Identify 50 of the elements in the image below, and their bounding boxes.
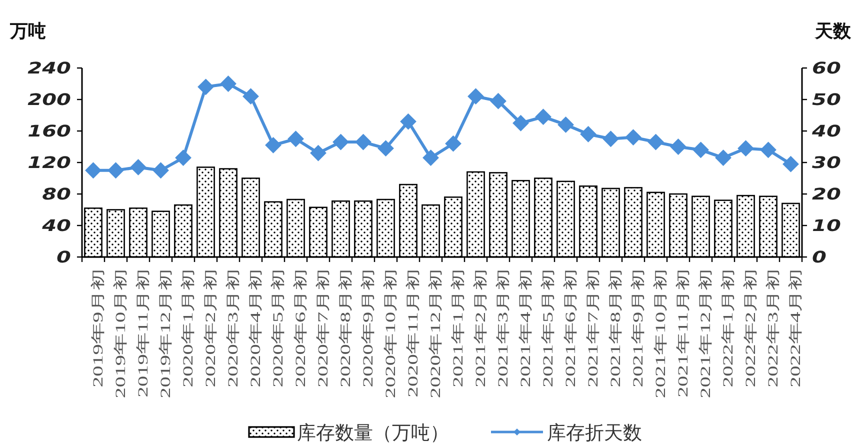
x-tick-label: 2020年1月初 — [180, 269, 196, 388]
x-tick-label: 2021年11月初 — [674, 269, 690, 398]
x-tick-label: 2021年4月初 — [517, 269, 533, 388]
y2label: 天数 — [815, 21, 851, 41]
y2-tick-label: 10 — [812, 217, 841, 236]
x-tick-label: 2020年4月初 — [247, 269, 263, 388]
y2-tick-label: 30 — [812, 154, 841, 172]
y-tick-label: 0 — [56, 248, 71, 267]
x-tick-label: 2020年3月初 — [224, 269, 240, 388]
x-tick-label: 2020年11月初 — [404, 269, 420, 398]
x-tick-label: 2020年8月初 — [337, 269, 353, 388]
x-tick-label: 2021年1月初 — [450, 269, 466, 388]
x-tick-label: 2021年5月初 — [540, 269, 556, 388]
y2-tick-label: 60 — [812, 60, 841, 78]
x-tick-label: 2021年12月初 — [697, 269, 713, 398]
x-tick-label: 2020年10月初 — [382, 269, 398, 398]
y2-tick-label: 50 — [812, 91, 841, 110]
x-tick-label: 2021年2月初 — [472, 269, 488, 388]
y-tick-label: 120 — [28, 154, 71, 172]
y-tick-label: 80 — [42, 186, 71, 204]
x-tick-label: 2022年3月初 — [764, 269, 780, 388]
x-tick-label: 2020年2月初 — [202, 269, 218, 388]
legend-label: 库存数量（万吨） — [297, 423, 449, 444]
x-tick-label: 2019年10月初 — [112, 269, 128, 398]
x-tick-label: 2020年5月初 — [270, 269, 286, 388]
y2-tick-label: 0 — [812, 248, 826, 267]
x-tick-label: 2021年7月初 — [584, 269, 600, 388]
legend-label: 库存折天数 — [547, 423, 642, 444]
y2-tick-label: 40 — [812, 122, 841, 141]
x-tick-label: 2019年12月初 — [157, 269, 173, 398]
x-tick-label: 2019年9月初 — [90, 269, 106, 388]
y-tick-label: 40 — [42, 217, 71, 236]
x-tick-label: 2022年4月初 — [787, 269, 803, 388]
x-tick-label: 2020年7月初 — [314, 269, 330, 388]
y-tick-label: 200 — [28, 91, 71, 110]
ylabel: 万吨 — [10, 21, 46, 41]
y2-tick-label: 20 — [812, 186, 841, 204]
y-tick-label: 160 — [28, 122, 71, 141]
y-tick-label: 240 — [28, 60, 71, 78]
x-tick-label: 2022年1月初 — [720, 269, 736, 388]
x-tick-label: 2021年8月初 — [607, 269, 623, 388]
x-tick-label: 2021年10月初 — [652, 269, 668, 398]
x-tick-label: 2021年6月初 — [562, 269, 578, 388]
x-tick-label: 2019年11月初 — [134, 269, 150, 398]
x-tick-label: 2020年9月初 — [360, 269, 376, 388]
x-tick-label: 2020年6月初 — [292, 269, 308, 388]
x-tick-label: 2022年2月初 — [742, 269, 758, 388]
x-tick-label: 2021年9月初 — [630, 269, 646, 388]
x-tick-label: 2021年3月初 — [494, 269, 510, 388]
x-tick-label: 2020年12月初 — [427, 269, 443, 398]
